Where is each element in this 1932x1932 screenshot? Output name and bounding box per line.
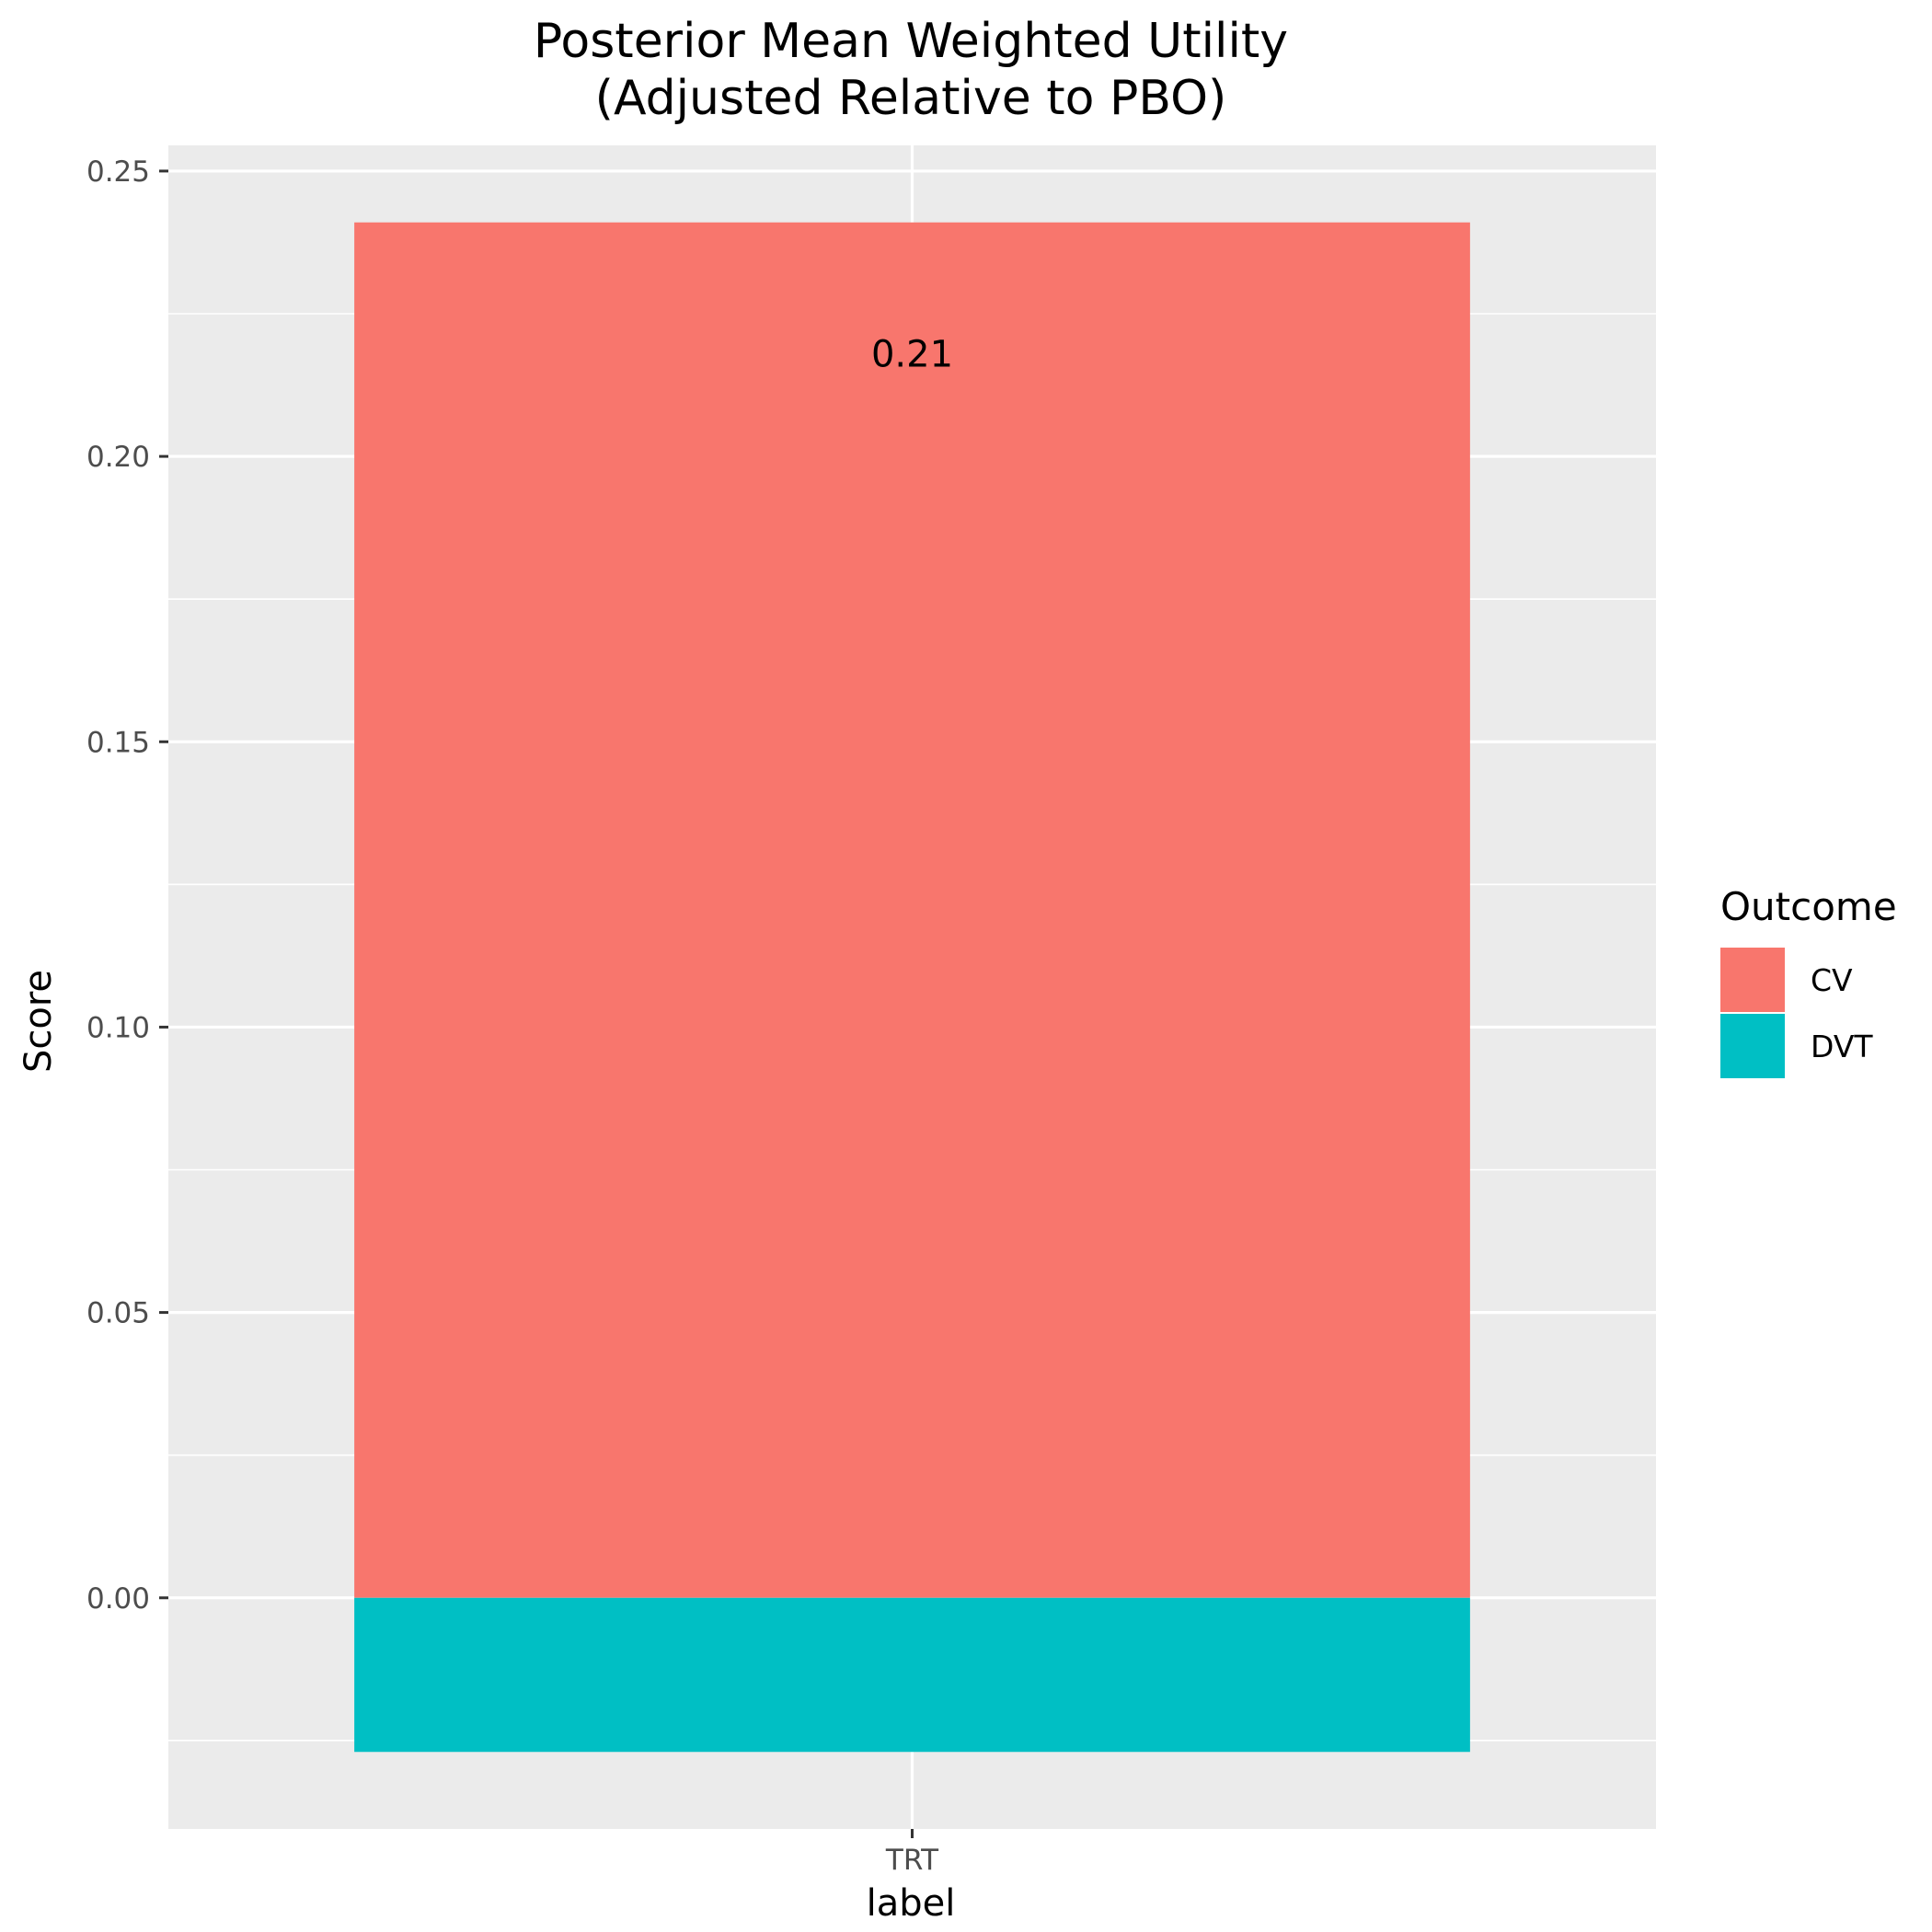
bar-cv-trt bbox=[354, 222, 1470, 1598]
y-tick-label: 0.25 bbox=[86, 155, 150, 189]
chart-title-line-2: (Adjusted Relative to PBO) bbox=[595, 71, 1227, 126]
bar-layer bbox=[354, 222, 1470, 1753]
x-axis-title: label bbox=[867, 1882, 956, 1925]
y-tick-label: 0.05 bbox=[86, 1297, 150, 1330]
x-tick-label: TRT bbox=[885, 1844, 939, 1877]
y-tick-label: 0.20 bbox=[86, 441, 150, 474]
y-tick-label: 0.00 bbox=[86, 1582, 150, 1616]
y-axis-title: Score bbox=[17, 970, 60, 1073]
legend: Outcome CV DVT bbox=[1720, 884, 1897, 1078]
axis-layer: 0.00 0.05 0.10 0.15 0.20 0.25 TRT bbox=[86, 155, 939, 1877]
y-tick-label: 0.10 bbox=[86, 1011, 150, 1044]
legend-label-dvt: DVT bbox=[1811, 1029, 1873, 1064]
bar-dvt-trt bbox=[354, 1597, 1470, 1753]
chart-title-line-1: Posterior Mean Weighted Utility bbox=[534, 14, 1288, 69]
legend-label-cv: CV bbox=[1811, 962, 1853, 998]
data-label: 0.21 bbox=[871, 333, 953, 375]
legend-key-cv bbox=[1720, 948, 1785, 1012]
y-tick-label: 0.15 bbox=[86, 726, 150, 759]
legend-title: Outcome bbox=[1720, 884, 1897, 929]
legend-key-dvt bbox=[1720, 1014, 1785, 1078]
data-label-layer: 0.21 bbox=[871, 333, 953, 375]
